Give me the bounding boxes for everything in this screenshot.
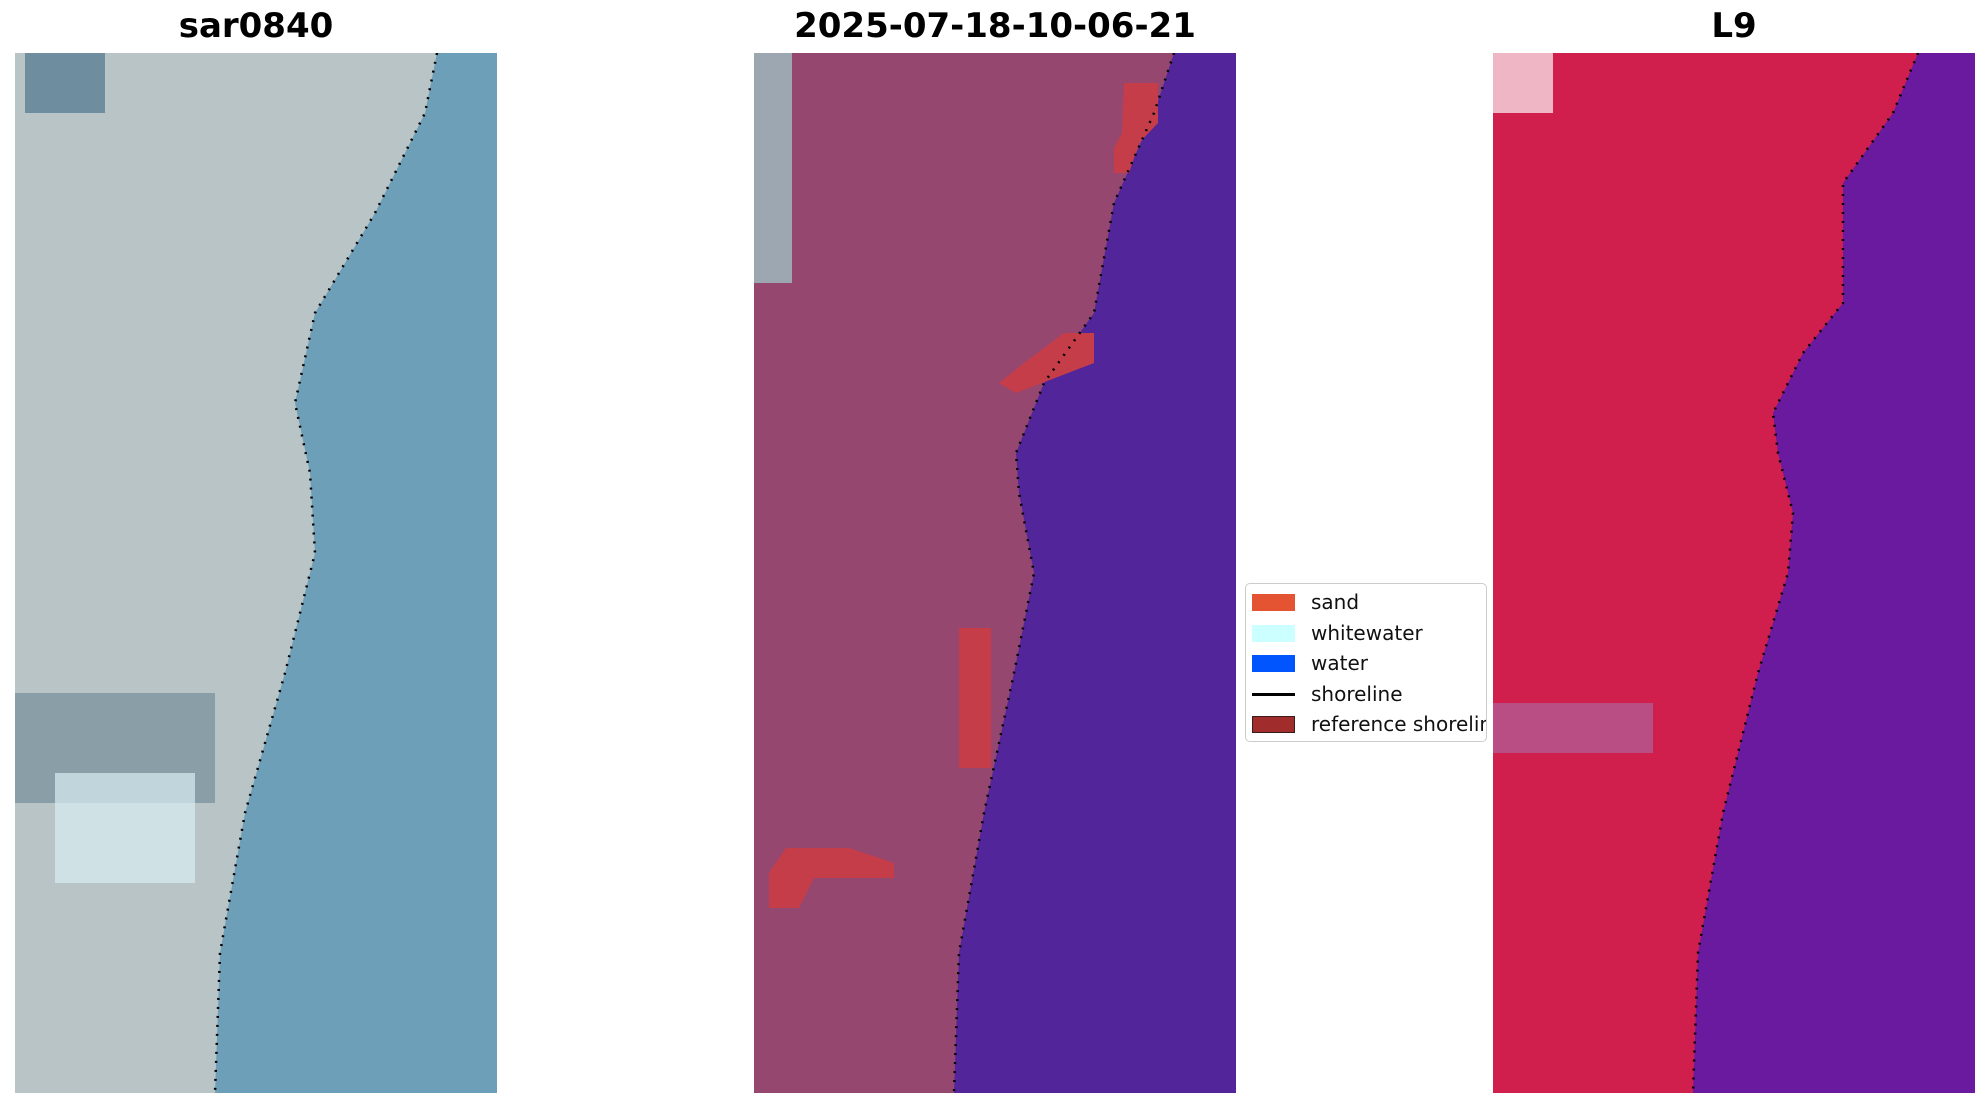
falsecolor-water: [1693, 53, 1975, 1093]
legend-item-sand: sand: [1252, 590, 1360, 614]
legend-item-water: water: [1252, 651, 1368, 675]
rgb-bright-patch: [55, 773, 195, 883]
legend-swatch-reference-shoreline: [1252, 715, 1295, 733]
falsecolor-pale-top: [1493, 53, 1553, 113]
legend-swatch-shoreline: [1252, 692, 1295, 696]
rgb-image-panel: [15, 53, 497, 1093]
legend-item-shoreline: shoreline: [1252, 682, 1403, 706]
rgb-water: [215, 53, 497, 1093]
legend-swatch-water: [1252, 654, 1295, 672]
falsecolor-light-band: [1493, 703, 1653, 753]
rgb-dark-patch-top: [25, 53, 105, 113]
legend-label-shoreline: shoreline: [1311, 682, 1403, 706]
classified-sand-top: [1114, 83, 1158, 173]
legend-item-whitewater: whitewater: [1252, 621, 1423, 645]
panel-title-1: sar0840: [178, 6, 334, 46]
classified-sand-strip: [959, 628, 991, 768]
legend-label-sand: sand: [1311, 590, 1360, 614]
classified-image-panel: [754, 53, 1236, 1093]
classified-ww: [754, 53, 792, 283]
legend-swatch-sand: [1252, 593, 1295, 611]
panel-title-2: 2025-07-18-10-06-21: [794, 6, 1196, 46]
rgb-shoreline: [213, 53, 439, 1093]
legend-swatch-whitewater: [1252, 624, 1295, 642]
legend-label-whitewater: whitewater: [1311, 621, 1423, 645]
legend-label-reference-shoreline: reference shoreline: [1311, 712, 1487, 736]
falsecolor-image-panel: [1493, 53, 1975, 1093]
panel-title-3: L9: [1711, 6, 1757, 46]
classified-sand-low: [769, 848, 894, 908]
legend-item-reference-shoreline: reference shoreline: [1252, 712, 1487, 736]
classified-water: [954, 53, 1236, 1093]
classified-shoreline: [952, 53, 1176, 1093]
legend-label-water: water: [1311, 651, 1368, 675]
legend: sand whitewater water shoreline referenc…: [1245, 583, 1487, 742]
falsecolor-shoreline: [1691, 53, 1920, 1093]
